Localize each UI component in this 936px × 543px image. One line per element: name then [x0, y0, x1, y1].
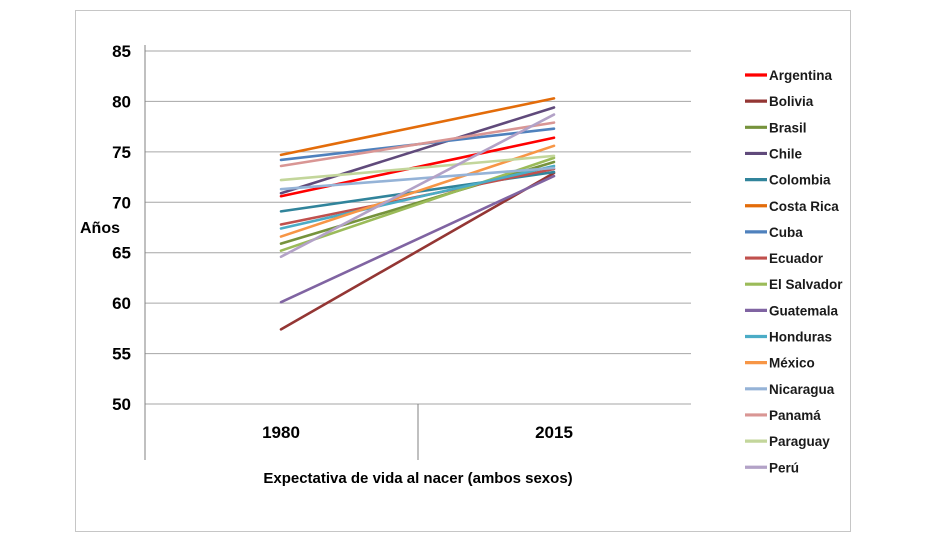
y-axis-tick-55: 55	[112, 345, 131, 364]
series-line-costa-rica	[279, 97, 556, 157]
x-axis-label-2015: 2015	[535, 423, 573, 442]
series-line-guatemala	[279, 174, 556, 304]
legend-label-brasil: Brasil	[769, 120, 807, 135]
legend-label-ecuador: Ecuador	[769, 251, 824, 266]
series-line-chile	[279, 106, 556, 195]
legend-label-cuba: Cuba	[769, 225, 803, 240]
y-axis-title: Años	[80, 220, 120, 237]
legend-label-perú: Perú	[769, 460, 799, 475]
legend-label-colombia: Colombia	[769, 173, 831, 188]
x-axis-title: Expectativa de vida al nacer (ambos sexo…	[263, 470, 572, 487]
series-line-panamá	[279, 121, 556, 168]
legend-label-honduras: Honduras	[769, 330, 832, 345]
y-axis-tick-85: 85	[112, 42, 131, 61]
legend-label-paraguay: Paraguay	[769, 434, 830, 449]
y-axis-tick-60: 60	[112, 294, 131, 313]
chart-outer-frame	[75, 10, 851, 532]
legend-label-el-salvador: El Salvador	[769, 277, 843, 292]
y-axis-tick-80: 80	[112, 92, 131, 111]
series-line-perú	[279, 113, 556, 259]
legend-label-nicaragua: Nicaragua	[769, 382, 835, 397]
x-axis-label-1980: 1980	[262, 423, 300, 442]
series-line-bolivia	[279, 171, 556, 331]
y-axis-tick-50: 50	[112, 395, 131, 414]
legend-label-bolivia: Bolivia	[769, 94, 814, 109]
legend-label-guatemala: Guatemala	[769, 303, 839, 318]
series-line-paraguay	[279, 154, 556, 182]
legend-label-panamá: Panamá	[769, 408, 821, 423]
legend-label-costa-rica: Costa Rica	[769, 199, 839, 214]
legend-label-argentina: Argentina	[769, 68, 832, 83]
legend-label-chile: Chile	[769, 146, 802, 161]
y-axis-tick-65: 65	[112, 244, 131, 263]
series-line-el-salvador	[279, 156, 556, 252]
y-axis-tick-75: 75	[112, 143, 131, 162]
series-line-nicaragua	[279, 166, 556, 191]
legend-label-méxico: México	[769, 356, 815, 371]
series-line-honduras	[279, 164, 556, 230]
y-axis-tick-70: 70	[112, 193, 131, 212]
